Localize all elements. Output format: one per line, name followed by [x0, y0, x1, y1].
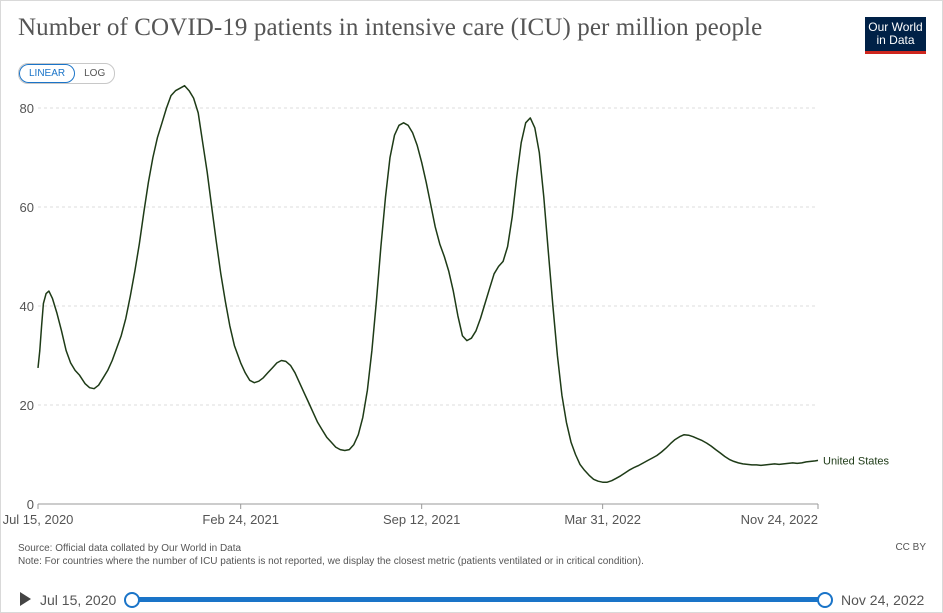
line-chart: 0 20 40 60 80 Jul 15, 2020 Feb 24, 2021 Sep 12…: [3, 84, 890, 527]
y-axis: 0 20 40 60 80: [20, 101, 34, 512]
timeline-start-label: Jul 15, 2020: [40, 592, 117, 608]
y-tick-label: 0: [27, 497, 34, 512]
series-label-united-states[interactable]: United States: [823, 455, 890, 467]
timeline: Jul 15, 2020 Nov 24, 2022: [0, 586, 943, 612]
series-layer: United States: [37, 84, 890, 483]
x-tick-label: Feb 24, 2021: [202, 512, 279, 527]
timeline-end-handle[interactable]: [817, 592, 833, 608]
timeline-start-handle[interactable]: [124, 592, 140, 608]
y-tick-label: 80: [20, 101, 34, 116]
owid-logo[interactable]: Our World in Data: [865, 17, 926, 54]
x-axis: Jul 15, 2020 Feb 24, 2021 Sep 12, 2021 Mar …: [3, 504, 819, 527]
grid-layer: [38, 107, 818, 505]
scale-toggle: LINEAR LOG: [18, 63, 116, 84]
log-scale-button[interactable]: LOG: [84, 68, 106, 79]
method-note: Note: For countries where the number of …: [18, 556, 644, 567]
source-note: Source: Official data collated by Our Wo…: [18, 543, 242, 554]
timeline-track[interactable]: [131, 597, 825, 602]
x-tick-label: Jul 15, 2020: [3, 512, 74, 527]
chart-footer: Source: Official data collated by Our Wo…: [18, 542, 644, 568]
chart-title: Number of COVID-19 patients in intensive…: [18, 14, 763, 41]
linear-scale-button[interactable]: LINEAR: [19, 64, 76, 83]
play-icon[interactable]: [20, 592, 31, 606]
series-line-united-states[interactable]: [37, 84, 819, 483]
timeline-end-label: Nov 24, 2022: [841, 592, 925, 608]
y-tick-label: 20: [20, 398, 34, 413]
logo-line-1: Our World: [868, 20, 923, 34]
license-label[interactable]: CC BY: [895, 542, 926, 553]
x-tick-label: Sep 12, 2021: [383, 512, 460, 527]
y-tick-label: 40: [20, 299, 34, 314]
x-tick-label: Mar 31, 2022: [564, 512, 641, 527]
y-tick-label: 60: [20, 200, 34, 215]
x-tick-label: Nov 24, 2022: [741, 512, 818, 527]
logo-line-2: in Data: [876, 33, 915, 47]
